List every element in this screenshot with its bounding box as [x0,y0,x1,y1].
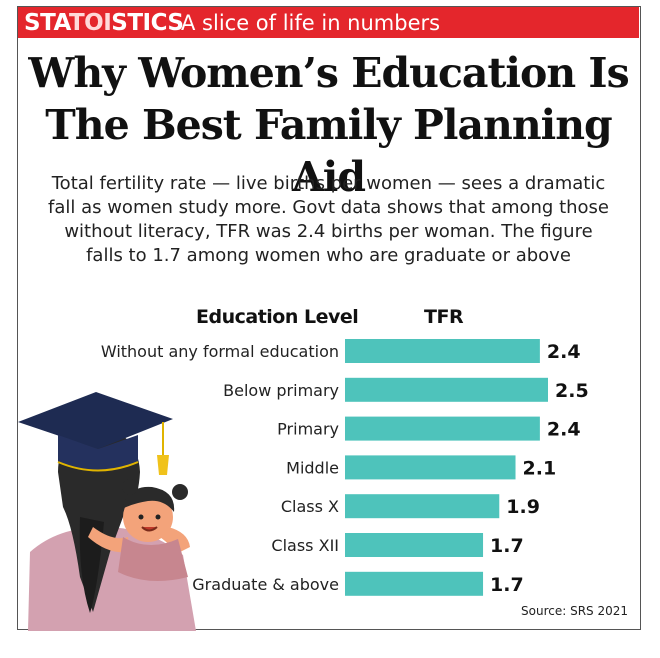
title-line-2: The Best Family Planning Aid [45,101,612,201]
category-label: Primary [277,420,339,439]
brand-logo: STATOISTICS [24,10,184,36]
bar-3 [345,455,516,480]
source-note: Source: SRS 2021 [521,604,628,618]
subtitle-line: Total fertility rate — live births per w… [51,173,606,194]
page-title: Why Women’s Education Is The Best Family… [18,47,639,203]
subtitle: Total fertility rate — live births per w… [18,172,639,268]
subtitle-line: falls to 1.7 among women who are graduat… [86,245,571,266]
title-line-1: Why Women’s Education Is [28,49,629,97]
category-label: Graduate & above [192,575,339,594]
value-label: 2.5 [555,380,589,402]
category-label: Middle [286,458,339,477]
bar-2 [345,416,540,441]
bar-5 [345,533,484,557]
category-column-header: Education Level [196,306,359,328]
header-bar: STATOISTICS A slice of life in numbers [18,7,639,38]
category-label: Below primary [223,381,339,400]
tagline: A slice of life in numbers [181,11,441,35]
value-column-header: TFR [424,306,464,328]
subtitle-line: without literacy, TFR was 2.4 births per… [64,221,593,242]
category-label: Class XII [271,536,339,555]
subtitle-line: fall as women study more. Govt data show… [47,197,610,218]
value-label: 2.4 [547,341,581,363]
bar-1 [345,377,548,402]
value-label: 2.4 [547,419,581,441]
infographic-card: STATOISTICS A slice of life in numbers W… [17,6,641,631]
value-label: 1.7 [490,574,524,596]
category-label: Class X [281,497,339,516]
value-label: 1.9 [506,496,540,518]
bar-0 [345,339,540,363]
tfr-bar-chart: Without any formal education 2.4 Below pri… [101,339,589,596]
value-label: 2.1 [523,457,557,479]
value-label: 1.7 [490,535,524,557]
bar-4 [345,494,500,519]
category-label: Without any formal education [101,342,339,361]
bar-6 [345,571,484,596]
mother-child-graduation-icon [18,392,196,631]
